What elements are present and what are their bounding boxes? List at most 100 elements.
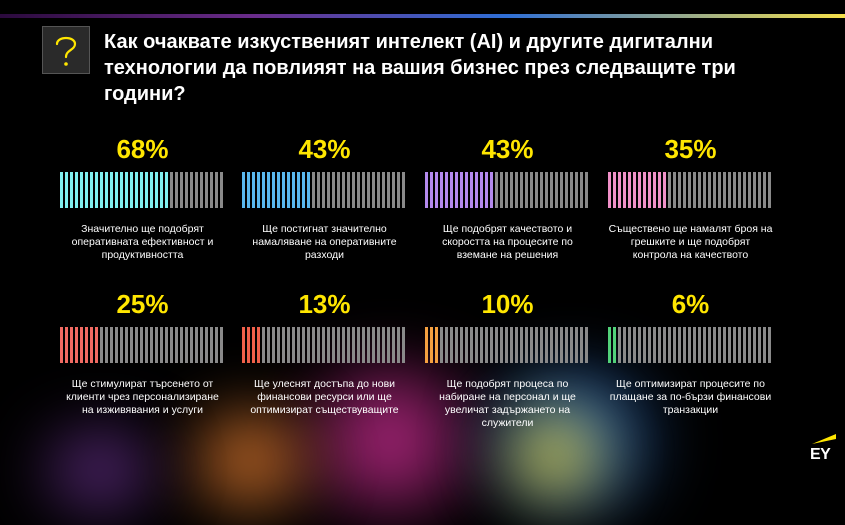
bar-remainder-stripe: [215, 327, 218, 363]
bar-remainder-stripe: [185, 172, 188, 208]
bar-remainder-stripe: [170, 172, 173, 208]
bar-remainder-stripe: [718, 172, 721, 208]
bar-remainder-stripe: [317, 327, 320, 363]
bar-remainder-stripe: [673, 172, 676, 208]
category-label: финансови ресурси или ще: [257, 391, 392, 403]
bar-remainder-stripe: [220, 327, 223, 363]
value-label: 35%: [664, 134, 716, 164]
bar-remainder-stripe: [545, 172, 548, 208]
value-label: 10%: [481, 289, 533, 319]
bar-remainder-stripe: [648, 327, 651, 363]
bar-remainder-stripe: [545, 327, 548, 363]
bar-remainder-stripe: [215, 172, 218, 208]
value-label: 68%: [116, 134, 168, 164]
category-label: Ще оптимизират процесите по: [616, 378, 765, 390]
bar-remainder-stripe: [565, 327, 568, 363]
bar-remainder-stripe: [377, 327, 380, 363]
bar-fill-stripe: [242, 172, 245, 208]
bar-remainder-stripe: [175, 172, 178, 208]
bar-remainder-stripe: [185, 327, 188, 363]
bar-remainder-stripe: [220, 172, 223, 208]
bar-remainder-stripe: [515, 327, 518, 363]
bar-remainder-stripe: [633, 327, 636, 363]
bar-remainder-stripe: [440, 327, 443, 363]
bar-remainder-stripe: [570, 172, 573, 208]
bar-fill-stripe: [95, 327, 98, 363]
bar-fill-stripe: [262, 172, 265, 208]
bar-fill-stripe: [425, 172, 428, 208]
bar-fill-stripe: [455, 172, 458, 208]
bar-fill-stripe: [85, 172, 88, 208]
bar-remainder-stripe: [580, 172, 583, 208]
bar-remainder-stripe: [495, 172, 498, 208]
bar-remainder-stripe: [337, 327, 340, 363]
bar-remainder-stripe: [397, 172, 400, 208]
bar-remainder-stripe: [297, 327, 300, 363]
bar-remainder-stripe: [347, 327, 350, 363]
bar-remainder-stripe: [292, 327, 295, 363]
bar-fill-stripe: [70, 172, 73, 208]
bar-remainder-stripe: [357, 327, 360, 363]
bar-remainder-stripe: [763, 172, 766, 208]
bar-remainder-stripe: [397, 327, 400, 363]
bar-remainder-stripe: [352, 327, 355, 363]
bar-remainder-stripe: [125, 327, 128, 363]
bar-fill-stripe: [613, 327, 616, 363]
bar-remainder-stripe: [505, 172, 508, 208]
ey-logo: EY: [810, 446, 831, 463]
bar-remainder-stripe: [753, 172, 756, 208]
bar-remainder-stripe: [768, 172, 771, 208]
bar-remainder-stripe: [678, 172, 681, 208]
bar-remainder-stripe: [510, 327, 513, 363]
bar-remainder-stripe: [175, 327, 178, 363]
bar-fill-stripe: [430, 172, 433, 208]
bar-remainder-stripe: [748, 172, 751, 208]
bar-remainder-stripe: [115, 327, 118, 363]
bar-remainder-stripe: [180, 327, 183, 363]
bar-fill-stripe: [435, 172, 438, 208]
bar-remainder-stripe: [708, 172, 711, 208]
bar-fill-stripe: [115, 172, 118, 208]
bar-remainder-stripe: [392, 327, 395, 363]
category-label: скоростта на процесите по: [442, 236, 573, 248]
bar-remainder-stripe: [200, 327, 203, 363]
bar-fill-stripe: [297, 172, 300, 208]
bar-remainder-stripe: [190, 172, 193, 208]
bar-remainder-stripe: [130, 327, 133, 363]
bar-fill-stripe: [302, 172, 305, 208]
bar-fill-stripe: [470, 172, 473, 208]
bar-remainder-stripe: [327, 327, 330, 363]
bar-fill-stripe: [282, 172, 285, 208]
category-label: намаляване на оперативните: [252, 236, 396, 248]
bar-remainder-stripe: [165, 327, 168, 363]
value-label: 13%: [298, 289, 350, 319]
bar-remainder-stripe: [205, 327, 208, 363]
bar-fill-stripe: [165, 172, 168, 208]
bar-remainder-stripe: [540, 172, 543, 208]
category-label: набиране на персонал и ще: [439, 391, 576, 403]
category-label: служители: [482, 417, 534, 429]
category-label: разходи: [305, 249, 344, 261]
bar-fill-stripe: [663, 172, 666, 208]
bar-remainder-stripe: [738, 327, 741, 363]
bar-remainder-stripe: [668, 327, 671, 363]
category-label: Ще подобрят качеството и: [443, 223, 572, 235]
bar-fill-stripe: [120, 172, 123, 208]
bar-fill-stripe: [85, 327, 88, 363]
bar-fill-stripe: [65, 327, 68, 363]
bar-remainder-stripe: [703, 172, 706, 208]
bar-fill-stripe: [75, 327, 78, 363]
bar-remainder-stripe: [460, 327, 463, 363]
bar-remainder-stripe: [312, 327, 315, 363]
bar-fill-stripe: [460, 172, 463, 208]
bar-fill-stripe: [110, 172, 113, 208]
bar-remainder-stripe: [272, 327, 275, 363]
bar-remainder-stripe: [555, 327, 558, 363]
bar-remainder-stripe: [282, 327, 285, 363]
bar-remainder-stripe: [623, 327, 626, 363]
bar-fill-stripe: [613, 172, 616, 208]
category-label: контрола на качеството: [633, 249, 749, 261]
bar-fill-stripe: [155, 172, 158, 208]
